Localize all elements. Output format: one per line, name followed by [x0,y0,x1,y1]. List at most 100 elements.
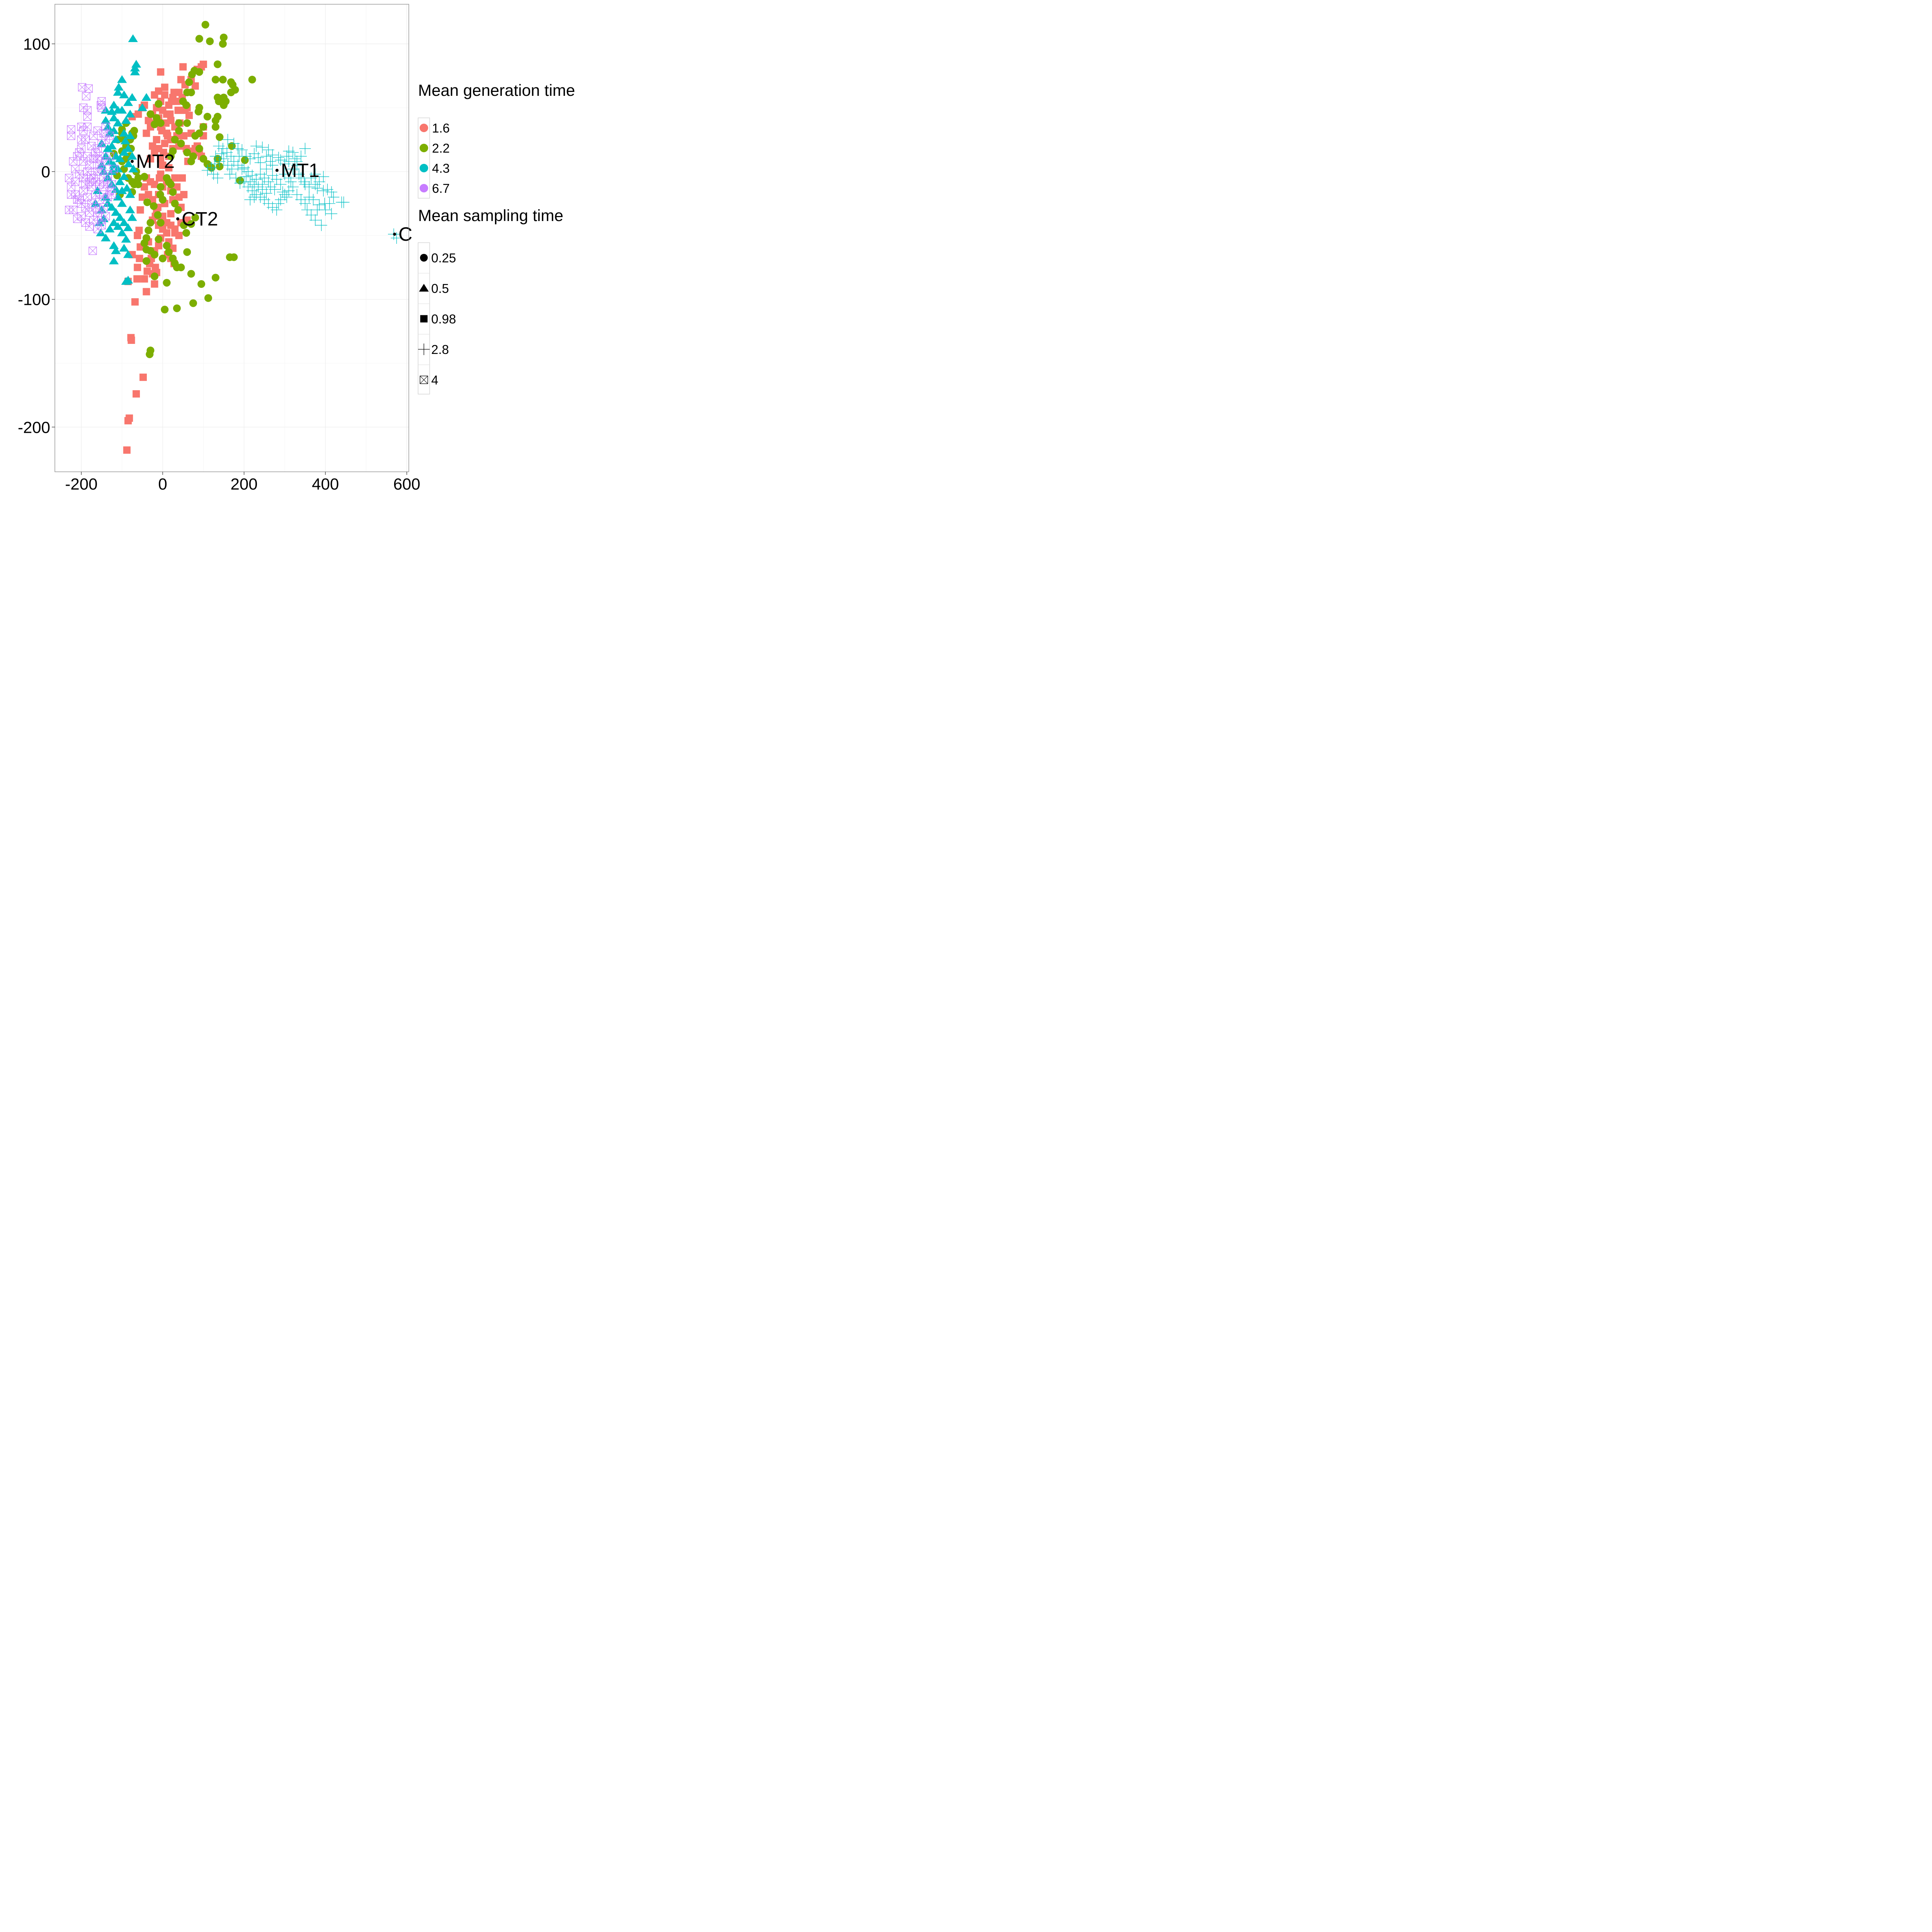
data-point [150,202,158,210]
data-point [145,117,152,124]
data-point [142,257,150,265]
data-point [163,219,171,226]
data-point [287,146,299,158]
data-point [227,88,235,97]
data-point [311,182,323,194]
data-point [123,250,133,258]
series-6.7-4 [65,83,118,255]
data-point [131,298,139,306]
legend-label: 6.7 [432,181,450,196]
legend-label: 1.6 [432,121,450,135]
data-point [163,279,171,287]
panel-border [54,4,409,472]
data-point [203,112,211,121]
data-point [287,181,299,193]
data-point [119,243,129,252]
data-point [77,199,86,208]
data-point [317,171,329,183]
data-point [157,68,165,76]
data-point [187,88,195,97]
data-point [212,172,224,184]
data-point [150,272,158,281]
data-point [134,264,141,271]
data-point [156,183,165,191]
data-point [313,199,325,211]
data-point [125,205,135,213]
data-point [169,147,177,155]
data-point [179,174,186,182]
data-point [226,163,238,175]
data-point [125,131,135,139]
data-point [281,191,293,203]
data-point [121,116,131,124]
legend-swatch-triangle [419,284,429,292]
data-point [136,206,144,214]
data-point [213,140,225,152]
data-point [199,123,207,131]
data-point [113,118,123,127]
data-point [307,194,319,206]
data-point [109,100,119,109]
data-point [228,155,240,167]
data-point [160,148,167,156]
data-point [218,153,230,165]
data-point [89,155,98,163]
data-point [328,191,340,203]
data-point [103,199,113,207]
data-point [141,93,151,101]
data-point [214,60,222,68]
data-point [155,100,163,108]
data-point [119,218,129,226]
data-point [115,154,125,162]
data-point [134,180,142,189]
legend-label: 4 [431,373,438,387]
data-point [309,168,321,180]
data-point [191,132,199,140]
data-point [170,88,178,96]
data-point [204,294,212,302]
legend-swatch [420,144,428,152]
data-point [146,110,155,118]
data-point [121,235,131,243]
data-point [157,155,165,163]
data-point [197,280,206,288]
data-point [115,213,125,221]
data-point [323,197,335,209]
data-point [248,76,256,84]
data-point [173,304,181,312]
data-point [156,190,164,199]
data-point [256,141,268,153]
data-point [262,176,274,188]
data-point [161,83,168,91]
data-point [179,63,187,71]
data-point [123,276,133,284]
data-point [100,116,111,124]
data-point [252,151,264,163]
data-point [183,119,191,127]
scatter-chart: MT2 MT1 CT2 C -200 0 200 400 600 -200 -100 0 100 M… [18,4,575,493]
svg-text:MT2: MT2 [136,151,175,172]
x-tick-label: 400 [312,475,339,493]
data-point [159,254,167,262]
data-point [127,93,137,101]
data-point [260,163,272,175]
data-point [391,232,403,244]
x-tick-label: 200 [231,475,258,493]
data-point [188,70,196,78]
data-point [201,20,209,29]
data-point [177,264,185,272]
data-point [164,132,172,140]
legend-label: 0.25 [431,251,456,265]
data-point [165,248,173,256]
data-point [171,174,179,182]
data-point [95,152,104,161]
data-point [158,127,166,134]
data-point [174,206,182,214]
data-point [211,76,219,84]
data-point [166,110,174,118]
data-point [168,97,175,105]
legend-swatch-plus [418,344,430,355]
data-point [120,136,130,145]
data-point [214,112,222,121]
data-point [67,190,75,199]
